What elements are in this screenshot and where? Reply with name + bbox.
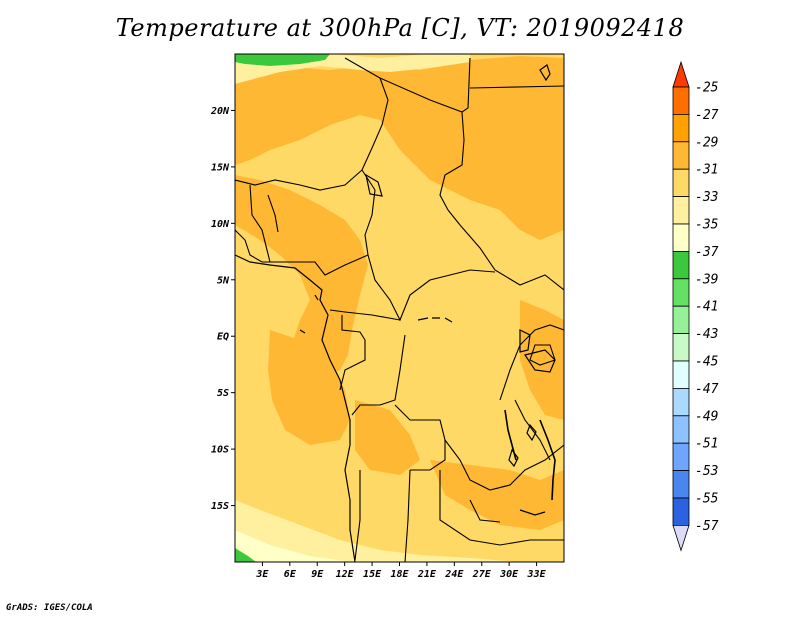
- colorbar-box: [672, 86, 690, 115]
- temperature-field: [235, 54, 564, 562]
- lat-tick-label: 20N: [210, 106, 230, 117]
- colorbar-level-label: -37: [695, 245, 719, 260]
- colorbar-top-arrow: [672, 60, 690, 88]
- lon-tick-label: 30E: [499, 569, 519, 580]
- colorbar-box: [672, 360, 690, 389]
- field-warm-region-angola: [355, 400, 420, 475]
- colorbar-box: [672, 196, 690, 225]
- latitude-axis: 20N 15N 10N 5N EQ 5S 10S 15S: [210, 106, 235, 512]
- lat-tick-label: 15S: [211, 501, 229, 512]
- colorbar-box: [672, 250, 690, 280]
- colorbar-level-label: -25: [695, 81, 719, 96]
- lon-tick-label: 24E: [444, 569, 464, 580]
- colorbar-level-label: -33: [695, 190, 718, 205]
- colorbar-box: [672, 470, 690, 499]
- colorbar-box: [672, 278, 690, 307]
- lat-tick-label: 10N: [211, 219, 230, 230]
- colorbar-level-label: -39: [695, 272, 718, 287]
- colorbar-level-label: -35: [695, 218, 719, 233]
- lon-tick-label: 21E: [417, 569, 437, 580]
- lat-tick-label: EQ: [217, 332, 229, 343]
- colorbar-box: [672, 141, 690, 170]
- lat-tick-label: 5N: [217, 275, 230, 286]
- colorbar-box: [672, 442, 690, 472]
- field-cool-region-south: [235, 500, 520, 562]
- lon-tick-label: 27E: [472, 569, 492, 580]
- field-pale-region-south: [235, 530, 350, 562]
- colorbar-level-label: -31: [695, 163, 718, 178]
- lat-tick-label: 10S: [211, 445, 229, 456]
- colorbar-box: [672, 223, 690, 252]
- colorbar-box: [672, 114, 690, 143]
- colorbar-bottom-arrow: [672, 525, 690, 552]
- colorbar-box: [672, 415, 690, 444]
- footer-credit: GrADS: IGES/COLA: [6, 603, 93, 613]
- colorbar-level-label: -49: [695, 409, 718, 424]
- colorbar-level-label: -57: [695, 519, 719, 534]
- colorbar-box: [672, 305, 690, 335]
- lon-tick-label: 15E: [363, 569, 382, 580]
- field-green-patch-south: [235, 548, 256, 562]
- colorbar: -25 -27 -29 -31 -33 -35 -37 -39 -41 -43 -45 -47 -49 -…: [672, 60, 719, 552]
- colorbar-box: [672, 497, 690, 526]
- lon-tick-label: 12E: [336, 569, 355, 580]
- field-warm-region-southeast: [430, 460, 564, 530]
- colorbar-level-label: -29: [695, 135, 718, 150]
- colorbar-level-label: -43: [695, 327, 718, 342]
- lon-tick-label: 18E: [390, 569, 409, 580]
- lat-tick-label: 5S: [217, 388, 229, 399]
- field-warm-region-west: [268, 330, 350, 445]
- lon-tick-label: 9E: [311, 569, 324, 580]
- lon-tick-label: 6E: [284, 569, 297, 580]
- lon-tick-label: 33E: [527, 569, 547, 580]
- field-warm-region-north: [235, 56, 564, 240]
- field-warm-region-east: [520, 300, 564, 420]
- country-borders: [235, 57, 564, 562]
- colorbar-box: [672, 387, 690, 417]
- coastlines: [235, 64, 556, 562]
- colorbar-level-label: -53: [695, 464, 718, 479]
- colorbar-box: [672, 168, 690, 197]
- longitude-axis: 3E 6E 9E 12E 15E 18E 21E 24E 27E 30E 33E: [255, 562, 547, 580]
- colorbar-level-label: -45: [695, 355, 719, 370]
- colorbar-level-label: -55: [695, 492, 719, 507]
- colorbar-level-label: -27: [695, 108, 719, 123]
- chart-title: Temperature at 300hPa [C], VT: 201909241…: [115, 14, 685, 42]
- colorbar-level-label: -41: [695, 300, 718, 315]
- colorbar-level-label: -51: [695, 437, 718, 452]
- colorbar-box: [672, 333, 690, 362]
- field-warm-region-central: [235, 175, 368, 380]
- lat-tick-label: 15N: [211, 162, 230, 173]
- field-green-patch-north: [235, 54, 330, 66]
- colorbar-level-label: -47: [695, 382, 719, 397]
- lon-tick-label: 3E: [255, 569, 269, 580]
